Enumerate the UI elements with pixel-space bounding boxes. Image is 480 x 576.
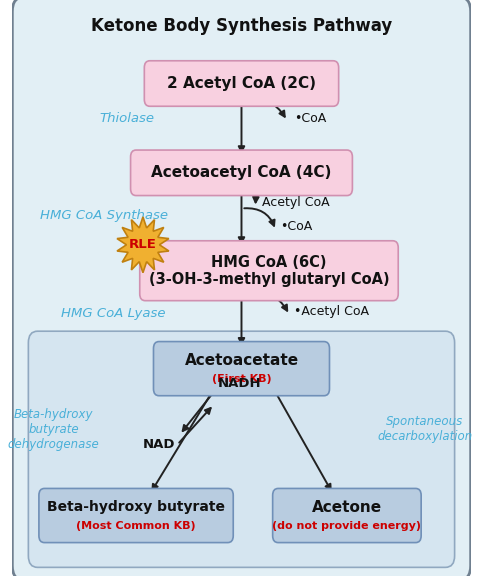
Text: (do not provide energy): (do not provide energy): [272, 521, 420, 531]
Text: (Most Common KB): (Most Common KB): [76, 521, 195, 531]
Polygon shape: [117, 217, 168, 272]
Text: Acetoacetyl CoA (4C): Acetoacetyl CoA (4C): [151, 165, 331, 180]
Text: 2 Acetyl CoA (2C): 2 Acetyl CoA (2C): [167, 76, 315, 91]
Text: Spontaneous
decarboxylation: Spontaneous decarboxylation: [376, 415, 471, 443]
Text: HMG CoA Lyase: HMG CoA Lyase: [61, 308, 165, 320]
Text: •CoA: •CoA: [280, 221, 312, 233]
Text: NADH: NADH: [217, 377, 261, 390]
FancyBboxPatch shape: [39, 488, 233, 543]
Text: HMG CoA (6C)
(3-OH-3-methyl glutaryl CoA): HMG CoA (6C) (3-OH-3-methyl glutaryl CoA…: [148, 255, 388, 287]
FancyBboxPatch shape: [272, 488, 420, 543]
Text: Acetyl CoA: Acetyl CoA: [262, 196, 329, 209]
FancyBboxPatch shape: [144, 61, 338, 106]
Text: Ketone Body Synthesis Pathway: Ketone Body Synthesis Pathway: [91, 17, 391, 35]
Text: (First KB): (First KB): [211, 374, 271, 384]
Text: Beta-hydroxy butyrate: Beta-hydroxy butyrate: [47, 501, 225, 514]
Text: •CoA: •CoA: [294, 112, 326, 124]
Text: Acetoacetate: Acetoacetate: [184, 353, 298, 368]
FancyBboxPatch shape: [12, 0, 469, 576]
FancyBboxPatch shape: [153, 342, 329, 396]
FancyBboxPatch shape: [130, 150, 352, 196]
Text: NAD: NAD: [142, 438, 175, 451]
FancyBboxPatch shape: [140, 241, 397, 301]
FancyBboxPatch shape: [28, 331, 454, 567]
Text: Acetone: Acetone: [311, 500, 381, 515]
Text: HMG CoA Synthase: HMG CoA Synthase: [40, 210, 168, 222]
Text: Beta-hydroxy
butyrate
dehydrogenase: Beta-hydroxy butyrate dehydrogenase: [8, 408, 99, 450]
Text: RLE: RLE: [129, 238, 156, 251]
Text: •Acetyl CoA: •Acetyl CoA: [294, 305, 369, 317]
Text: Thiolase: Thiolase: [99, 112, 154, 124]
